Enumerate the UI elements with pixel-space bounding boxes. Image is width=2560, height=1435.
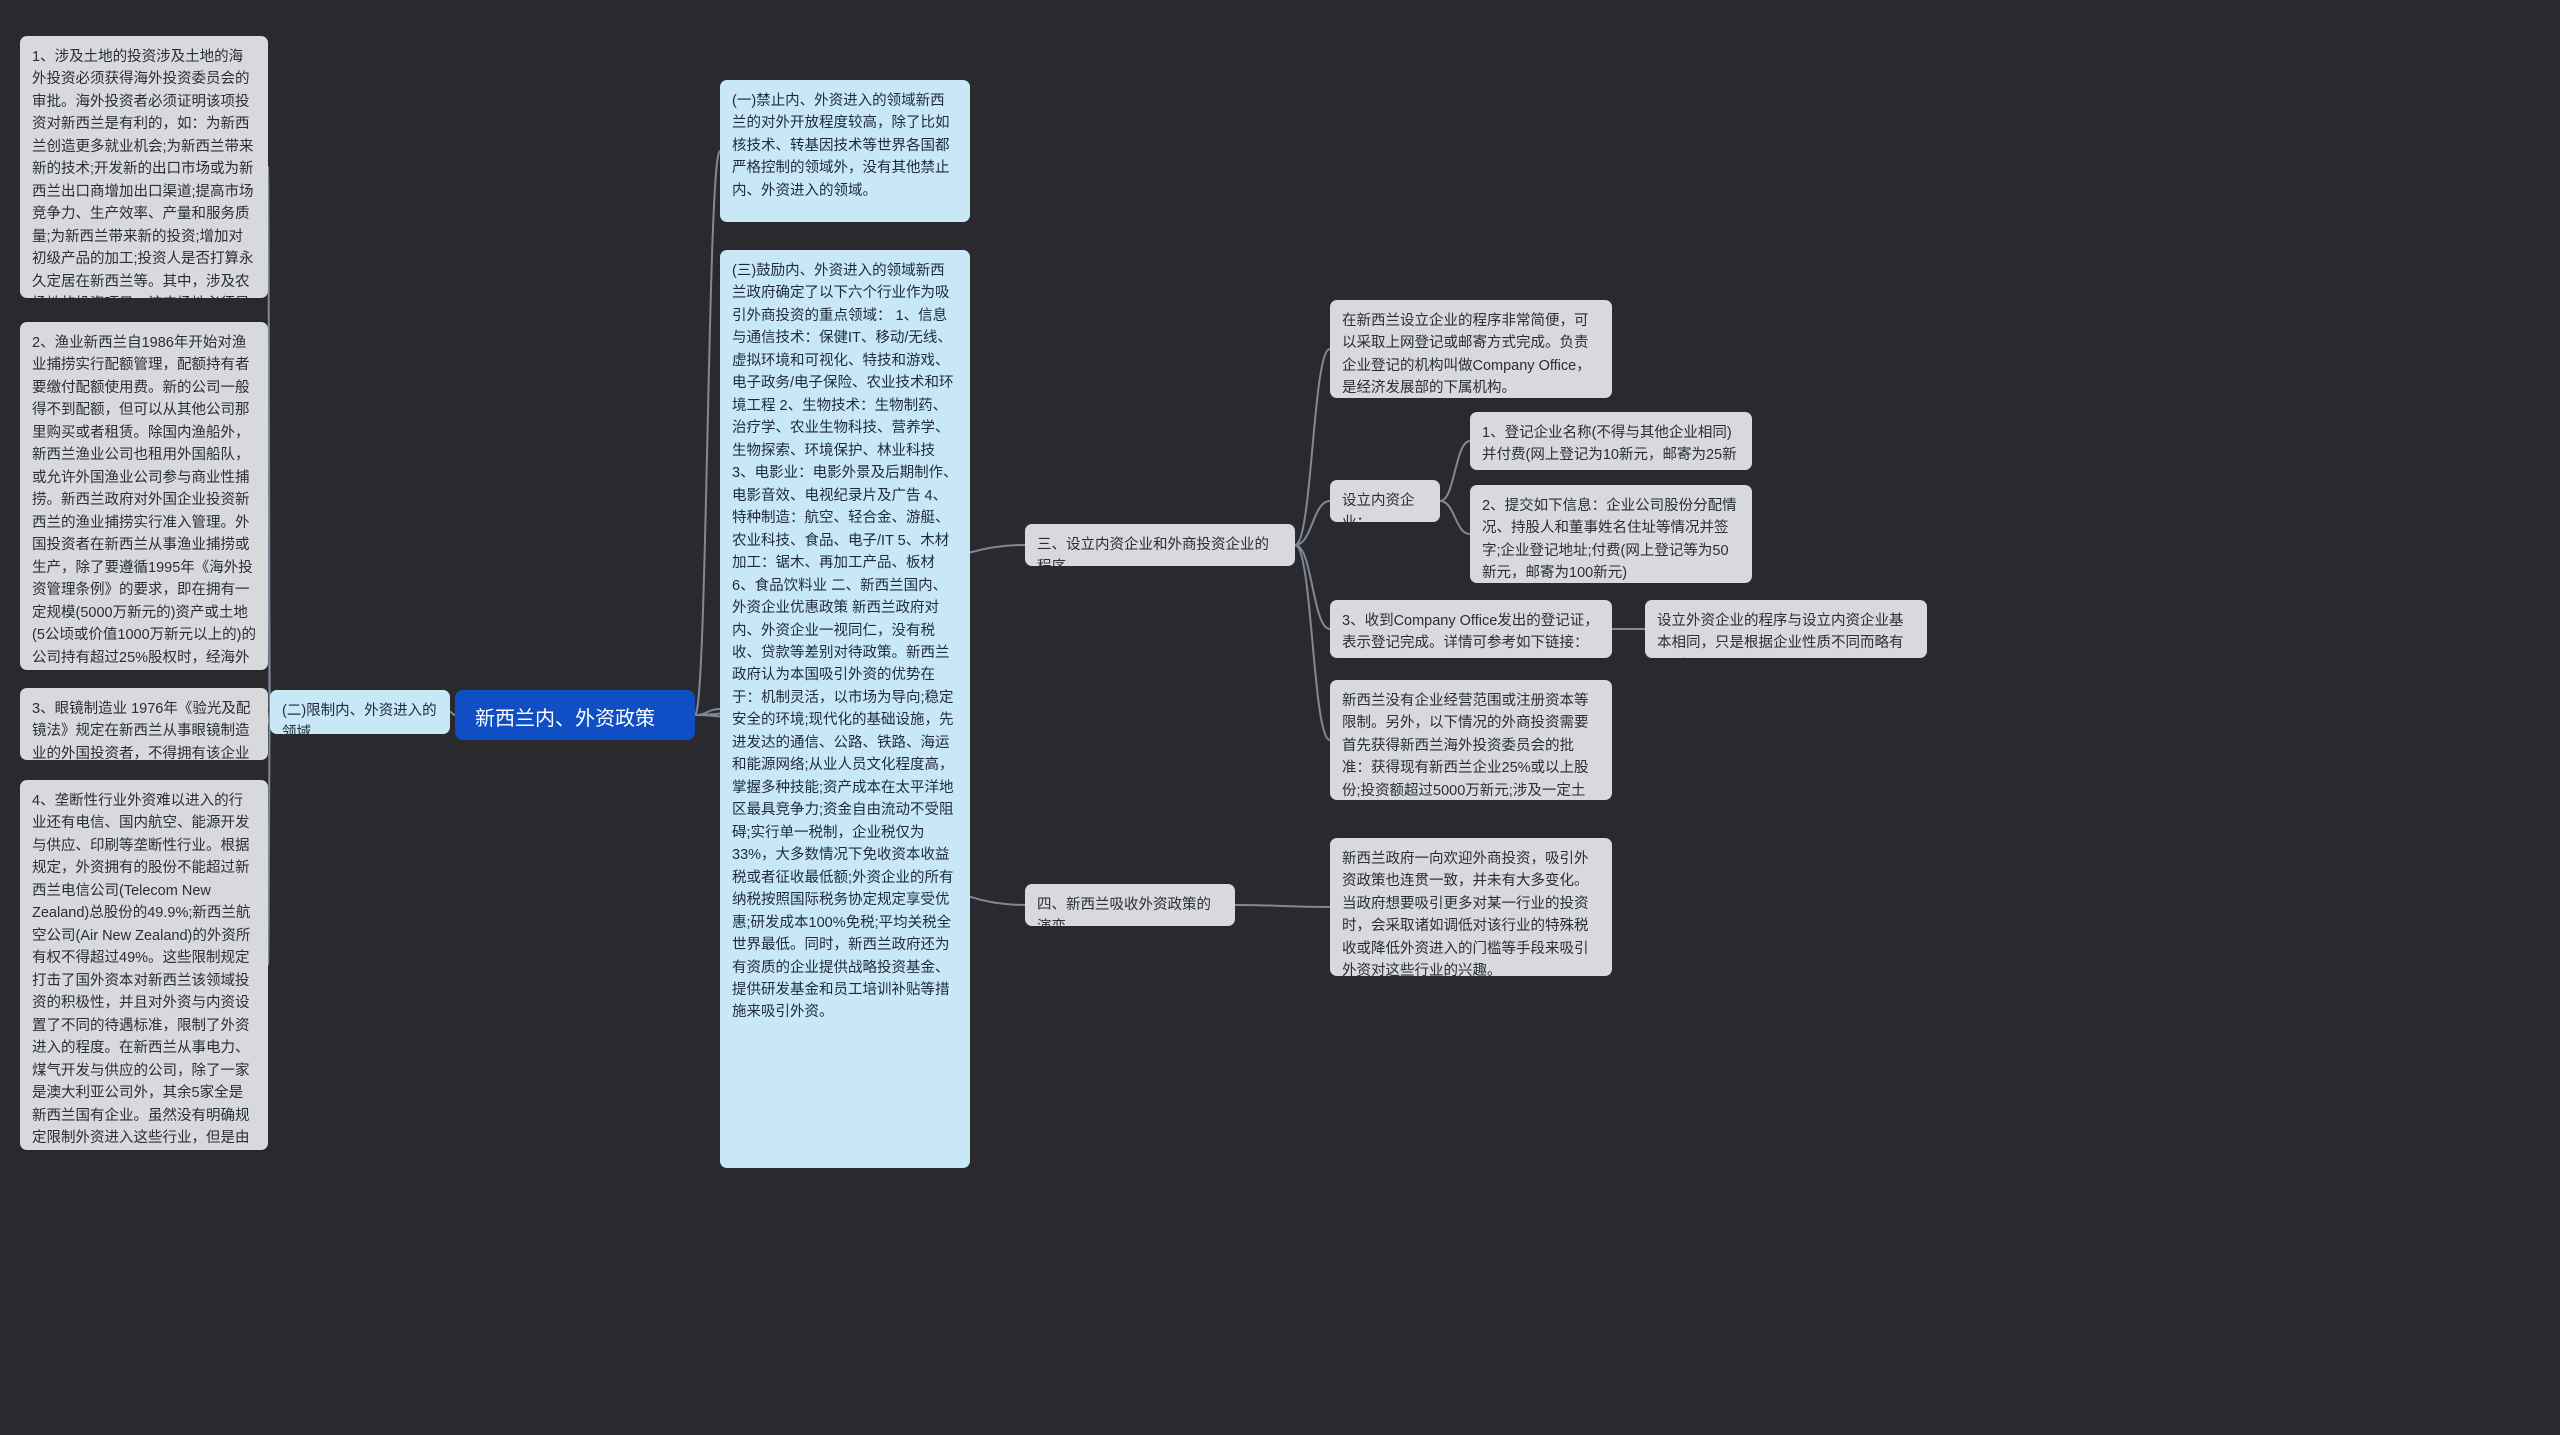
- edge-L-L2: [268, 496, 270, 712]
- node-root[interactable]: 新西兰内、外资政策: [455, 690, 695, 740]
- edge-S3B-S3B2: [1440, 501, 1470, 534]
- node-text: 3、眼镜制造业 1976年《验光及配镜法》规定在新西兰从事眼镜制造业的外国投资者…: [32, 701, 250, 760]
- node-L2[interactable]: 2、渔业新西兰自1986年开始对渔业捕捞实行配额管理，配额持有者要缴付配额使用费…: [20, 322, 268, 670]
- node-S3[interactable]: 三、设立内资企业和外商投资企业的程序: [1025, 524, 1295, 566]
- node-text: 四、新西兰吸收外资政策的演变: [1037, 897, 1211, 926]
- node-S3B[interactable]: 设立内资企业：: [1330, 480, 1440, 522]
- node-text: 1、登记企业名称(不得与其他企业相同)并付费(网上登记为10新元，邮寄为25新元…: [1482, 425, 1737, 470]
- node-text: (一)禁止内、外资进入的领域新西兰的对外开放程度较高，除了比如核技术、转基因技术…: [732, 93, 950, 199]
- node-R2[interactable]: (三)鼓励内、外资进入的领域新西兰政府确定了以下六个行业作为吸引外商投资的重点领…: [720, 250, 970, 1168]
- node-S3C[interactable]: 3、收到Company Office发出的登记证，表示登记完成。详情可参考如下链…: [1330, 600, 1612, 658]
- node-text: (二)限制内、外资进入的领域: [282, 703, 437, 734]
- node-text: 新西兰没有企业经营范围或注册资本等限制。另外，以下情况的外商投资需要首先获得新西…: [1342, 693, 1589, 800]
- edge-L-L4: [268, 712, 270, 965]
- node-S3B2[interactable]: 2、提交如下信息：企业公司股份分配情况、持股人和董事姓名住址等情况并签字;企业登…: [1470, 485, 1752, 583]
- node-S3D[interactable]: 新西兰没有企业经营范围或注册资本等限制。另外，以下情况的外商投资需要首先获得新西…: [1330, 680, 1612, 800]
- edge-S4-S4A: [1235, 905, 1330, 907]
- node-L[interactable]: (二)限制内、外资进入的领域: [270, 690, 450, 734]
- node-text: 4、垄断性行业外资难以进入的行业还有电信、国内航空、能源开发与供应、印刷等垄断性…: [32, 793, 250, 1150]
- node-R1[interactable]: (一)禁止内、外资进入的领域新西兰的对外开放程度较高，除了比如核技术、转基因技术…: [720, 80, 970, 222]
- node-text: (三)鼓励内、外资进入的领域新西兰政府确定了以下六个行业作为吸引外商投资的重点领…: [732, 263, 958, 1020]
- node-L1[interactable]: 1、涉及土地的投资涉及土地的海外投资必须获得海外投资委员会的审批。海外投资者必须…: [20, 36, 268, 298]
- edge-root-R1: [695, 151, 720, 715]
- node-text: 1、涉及土地的投资涉及土地的海外投资必须获得海外投资委员会的审批。海外投资者必须…: [32, 49, 254, 298]
- node-text: 三、设立内资企业和外商投资企业的程序: [1037, 537, 1269, 566]
- node-text: 2、提交如下信息：企业公司股份分配情况、持股人和董事姓名住址等情况并签字;企业登…: [1482, 498, 1737, 581]
- mindmap-canvas: 新西兰内、外资政策 (二)限制内、外资进入的领域 1、涉及土地的投资涉及土地的海外投…: [0, 0, 2560, 1435]
- node-text: 新西兰内、外资政策: [475, 708, 655, 730]
- node-text: 新西兰政府一向欢迎外商投资，吸引外资政策也连贯一致，并未有大多变化。当政府想要吸…: [1342, 851, 1589, 976]
- node-text: 设立内资企业：: [1342, 493, 1415, 522]
- node-S4A[interactable]: 新西兰政府一向欢迎外商投资，吸引外资政策也连贯一致，并未有大多变化。当政府想要吸…: [1330, 838, 1612, 976]
- edge-L-L1: [268, 167, 270, 712]
- edge-root-R2: [695, 709, 720, 715]
- node-text: 2、渔业新西兰自1986年开始对渔业捕捞实行配额管理，配额持有者要缴付配额使用费…: [32, 335, 256, 670]
- edge-S3-S3C: [1295, 545, 1330, 629]
- edge-S3-S3A: [1295, 349, 1330, 545]
- edge-S3-S3B: [1295, 501, 1330, 545]
- node-S3C1[interactable]: 设立外资企业的程序与设立内资企业基本相同，只是根据企业性质不同而略有区别。: [1645, 600, 1927, 658]
- node-text: 在新西兰设立企业的程序非常简便，可以采取上网登记或邮寄方式完成。负责企业登记的机…: [1342, 313, 1591, 396]
- node-text: 设立外资企业的程序与设立内资企业基本相同，只是根据企业性质不同而略有区别。: [1657, 613, 1904, 658]
- node-L3[interactable]: 3、眼镜制造业 1976年《验光及配镜法》规定在新西兰从事眼镜制造业的外国投资者…: [20, 688, 268, 760]
- node-text: 3、收到Company Office发出的登记证，表示登记完成。详情可参考如下链…: [1342, 613, 1599, 651]
- node-L4[interactable]: 4、垄断性行业外资难以进入的行业还有电信、国内航空、能源开发与供应、印刷等垄断性…: [20, 780, 268, 1150]
- node-S3B1[interactable]: 1、登记企业名称(不得与其他企业相同)并付费(网上登记为10新元，邮寄为25新元…: [1470, 412, 1752, 470]
- edge-S3B-S3B1: [1440, 441, 1470, 501]
- node-S4[interactable]: 四、新西兰吸收外资政策的演变: [1025, 884, 1235, 926]
- node-S3A[interactable]: 在新西兰设立企业的程序非常简便，可以采取上网登记或邮寄方式完成。负责企业登记的机…: [1330, 300, 1612, 398]
- edge-S3-S3D: [1295, 545, 1330, 740]
